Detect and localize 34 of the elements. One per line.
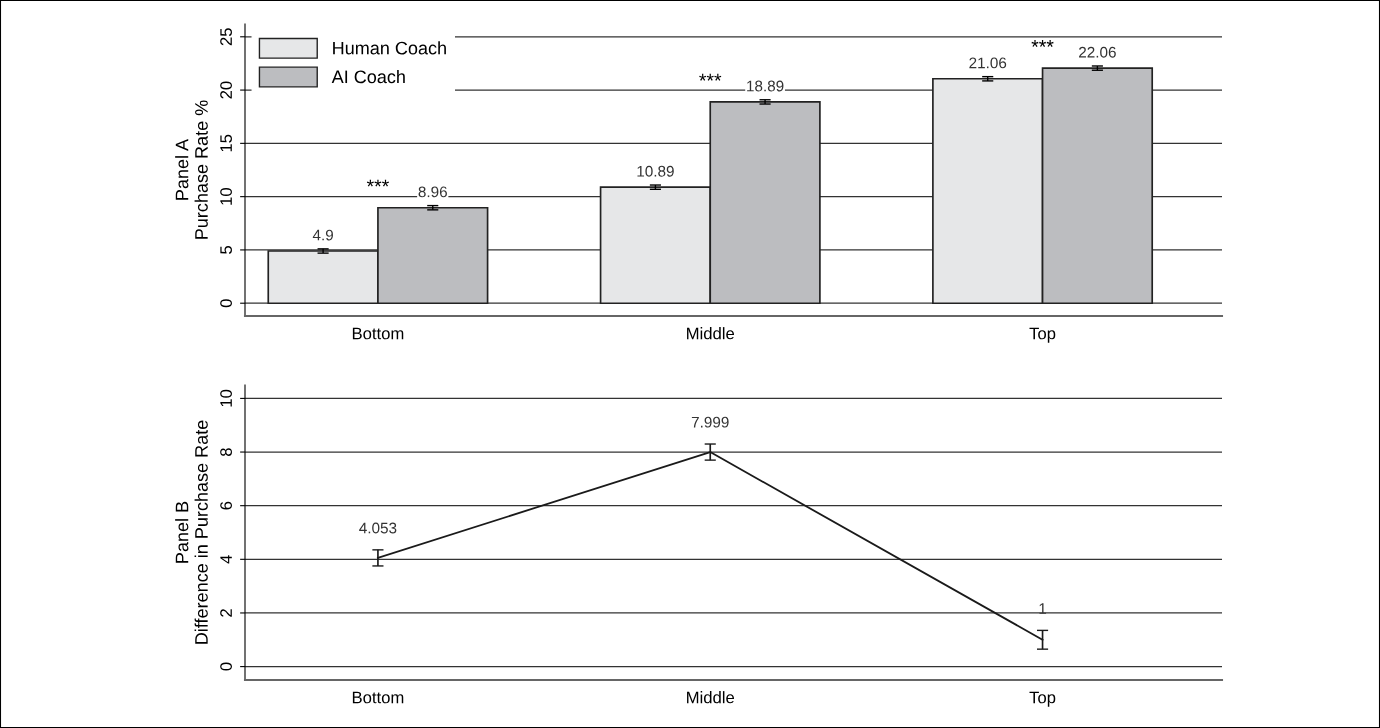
data-label: 4.9 — [312, 229, 333, 241]
y-tick-label: 6 — [220, 501, 232, 510]
y-axis-title: Panel A Purchase Rate % — [175, 100, 208, 239]
x-tick-label: Middle — [687, 691, 735, 704]
y-tick-label: 10 — [220, 188, 232, 205]
data-label: 22.06 — [1079, 46, 1116, 58]
x-tick-label: Top — [1029, 691, 1056, 707]
data-label: 10.89 — [637, 165, 674, 177]
data-label: 4.053 — [359, 522, 397, 534]
data-label: 8.96 — [418, 186, 447, 198]
legend-label: Human Coach — [333, 41, 446, 55]
y-tick-label: 0 — [220, 299, 232, 308]
data-label: 1 — [1039, 603, 1047, 614]
data-label: 7.999 — [691, 416, 729, 428]
x-tick-label: Top — [1029, 327, 1056, 343]
annotation: *** — [1031, 40, 1054, 47]
annotation: *** — [699, 73, 722, 81]
y-tick-label: 8 — [220, 448, 232, 456]
x-tick-label: Bottom — [352, 691, 404, 704]
y-tick-label: 4 — [220, 555, 232, 564]
y-tick-label: 15 — [220, 134, 232, 152]
y-tick-label: 25 — [220, 28, 232, 46]
y-tick-label: 20 — [220, 81, 232, 99]
legend-label: AI Coach — [331, 69, 405, 84]
data-label: 21.06 — [969, 57, 1007, 69]
x-tick-label: Bottom — [352, 327, 404, 340]
y-axis-title: Panel B Difference in Purchase Rate — [175, 420, 208, 644]
y-tick-label: 10 — [220, 389, 232, 407]
y-tick-label: 0 — [220, 662, 232, 671]
x-tick-label: Middle — [687, 327, 735, 340]
annotation: *** — [366, 179, 389, 187]
y-tick-label: 2 — [220, 609, 232, 617]
data-label: 18.89 — [747, 80, 784, 92]
y-tick-label: 5 — [220, 245, 232, 254]
